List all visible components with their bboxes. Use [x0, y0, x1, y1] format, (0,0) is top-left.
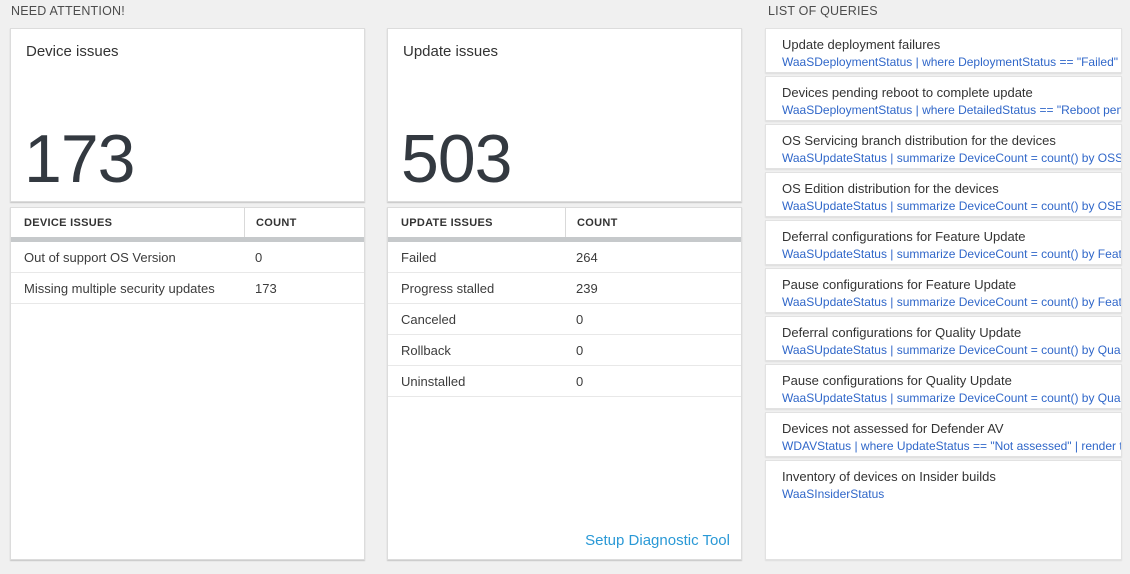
update-issues-table: UPDATE ISSUES COUNT Failed 264 Progress …	[387, 207, 742, 560]
device-issues-tile[interactable]: Device issues 173	[10, 28, 365, 202]
issue-label: Uninstalled	[401, 373, 466, 389]
count-column-header: COUNT	[244, 208, 364, 237]
query-item[interactable]: Pause configurations for Feature Update …	[765, 268, 1122, 313]
query-link[interactable]: WaaSUpdateStatus | summarize DeviceCount…	[782, 295, 1122, 309]
query-link[interactable]: WaaSInsiderStatus	[782, 487, 885, 501]
issue-count: 239	[576, 280, 598, 296]
table-row[interactable]: Missing multiple security updates 173	[11, 273, 364, 304]
table-row[interactable]: Rollback 0	[388, 335, 741, 366]
query-link[interactable]: WaaSUpdateStatus | summarize DeviceCount…	[782, 151, 1122, 165]
issue-count: 173	[255, 280, 277, 296]
query-title: OS Servicing branch distribution for the…	[782, 133, 1056, 148]
table-row[interactable]: Out of support OS Version 0	[11, 242, 364, 273]
setup-diagnostic-tool-link[interactable]: Setup Diagnostic Tool	[585, 532, 730, 549]
issue-count: 0	[576, 311, 584, 327]
table-row[interactable]: Failed 264	[388, 242, 741, 273]
section-title-list-of-queries: LIST OF QUERIES	[768, 4, 878, 18]
query-title: Inventory of devices on Insider builds	[782, 469, 996, 484]
query-link[interactable]: WaaSUpdateStatus | summarize DeviceCount…	[782, 343, 1122, 357]
query-title: OS Edition distribution for the devices	[782, 181, 999, 196]
query-item[interactable]: Pause configurations for Quality Update …	[765, 364, 1122, 409]
update-issues-table-header: UPDATE ISSUES COUNT	[388, 208, 741, 237]
query-item[interactable]: Inventory of devices on Insider builds W…	[765, 460, 1122, 560]
query-title: Devices not assessed for Defender AV	[782, 421, 1004, 436]
table-row[interactable]: Uninstalled 0	[388, 366, 741, 397]
query-link[interactable]: WaaSUpdateStatus | summarize DeviceCount…	[782, 247, 1122, 261]
query-item[interactable]: Deferral configurations for Feature Upda…	[765, 220, 1122, 265]
issue-label: Rollback	[401, 342, 451, 358]
update-issues-tile[interactable]: Update issues 503	[387, 28, 742, 202]
query-title: Deferral configurations for Feature Upda…	[782, 229, 1026, 244]
issue-count: 264	[576, 249, 598, 265]
table-row[interactable]: Canceled 0	[388, 304, 741, 335]
query-title: Pause configurations for Feature Update	[782, 277, 1017, 292]
issue-label: Progress stalled	[401, 280, 495, 296]
query-title: Devices pending reboot to complete updat…	[782, 85, 1033, 100]
query-link[interactable]: WaaSDeploymentStatus | where DetailedSta…	[782, 103, 1122, 117]
issue-label: Out of support OS Version	[24, 249, 176, 265]
update-issues-column-header: UPDATE ISSUES	[401, 216, 493, 229]
query-title: Update deployment failures	[782, 37, 941, 52]
device-issues-count: 173	[24, 121, 135, 197]
query-list: Update deployment failures WaaSDeploymen…	[765, 28, 1122, 560]
issue-count: 0	[576, 342, 584, 358]
section-title-need-attention: NEED ATTENTION!	[11, 4, 125, 18]
query-link[interactable]: WaaSUpdateStatus | summarize DeviceCount…	[782, 199, 1122, 213]
query-link[interactable]: WaaSUpdateStatus | summarize DeviceCount…	[782, 391, 1122, 405]
issue-label: Canceled	[401, 311, 456, 327]
update-issues-count: 503	[401, 121, 512, 197]
count-column-header: COUNT	[565, 208, 741, 237]
query-item[interactable]: Update deployment failures WaaSDeploymen…	[765, 28, 1122, 73]
device-issues-table-header: DEVICE ISSUES COUNT	[11, 208, 364, 237]
header-divider-bar	[11, 237, 364, 242]
issue-count: 0	[255, 249, 263, 265]
query-item[interactable]: Devices pending reboot to complete updat…	[765, 76, 1122, 121]
query-link[interactable]: WDAVStatus | where UpdateStatus == "Not …	[782, 439, 1122, 453]
issue-label: Failed	[401, 249, 437, 265]
query-title: Pause configurations for Quality Update	[782, 373, 1012, 388]
header-divider-bar	[388, 237, 741, 242]
update-issues-tile-title: Update issues	[403, 43, 499, 60]
query-link[interactable]: WaaSDeploymentStatus | where DeploymentS…	[782, 55, 1122, 69]
device-issues-table: DEVICE ISSUES COUNT Out of support OS Ve…	[10, 207, 365, 560]
query-item[interactable]: OS Edition distribution for the devices …	[765, 172, 1122, 217]
issue-count: 0	[576, 373, 584, 389]
query-item[interactable]: Devices not assessed for Defender AV WDA…	[765, 412, 1122, 457]
query-title: Deferral configurations for Quality Upda…	[782, 325, 1022, 340]
device-issues-tile-title: Device issues	[26, 43, 119, 60]
table-row[interactable]: Progress stalled 239	[388, 273, 741, 304]
query-item[interactable]: OS Servicing branch distribution for the…	[765, 124, 1122, 169]
issue-label: Missing multiple security updates	[24, 280, 215, 296]
device-issues-column-header: DEVICE ISSUES	[24, 216, 113, 229]
query-item[interactable]: Deferral configurations for Quality Upda…	[765, 316, 1122, 361]
